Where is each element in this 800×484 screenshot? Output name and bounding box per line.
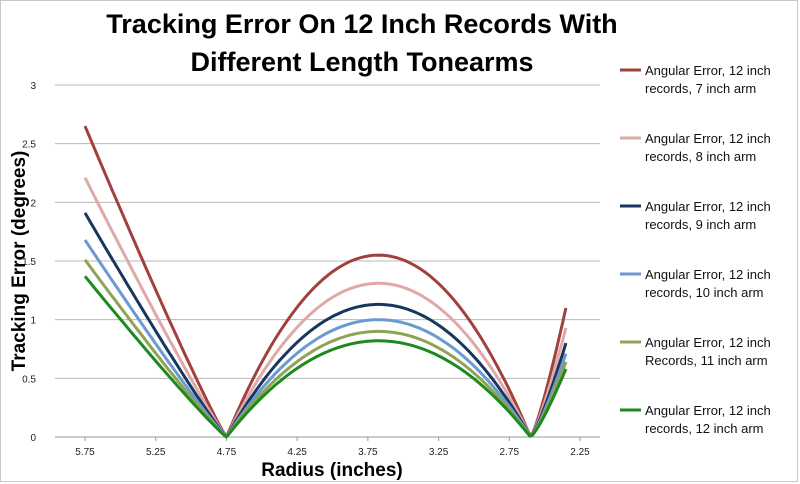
y-tick-label: 2: [30, 198, 36, 209]
y-tick-label: 0: [30, 433, 36, 444]
series-line-1: [83, 125, 568, 439]
x-tick-label: 4.25: [287, 447, 307, 458]
y-tick-label: 0.5: [22, 374, 36, 385]
legend-label-2: records, 8 inch arm: [645, 149, 756, 164]
legend-label-4: records, 10 inch arm: [645, 285, 764, 300]
chart-title-line-2: Different Length Tonearms: [190, 47, 533, 77]
series-line-4: [83, 239, 568, 439]
series-lines: [83, 125, 568, 439]
legend-label-4: Angular Error, 12 inch: [645, 267, 771, 282]
y-tick-label: 3: [30, 81, 36, 92]
series-line-6: [83, 275, 568, 439]
x-tick-label: 2.25: [570, 447, 590, 458]
x-tick-label: 4.75: [217, 447, 237, 458]
legend-label-5: Records, 11 inch arm: [645, 353, 768, 368]
chart-title-line-1: Tracking Error On 12 Inch Records With: [106, 9, 617, 39]
legend-label-1: records, 7 inch arm: [645, 81, 756, 96]
gridlines: [55, 84, 600, 379]
legend-label-2: Angular Error, 12 inch: [645, 131, 771, 146]
legend-label-3: records, 9 inch arm: [645, 217, 756, 232]
x-tick-label: 5.75: [75, 447, 95, 458]
legend: Angular Error, 12 inch records, 7 inch ar…: [620, 63, 771, 436]
x-tick-label: 3.75: [358, 447, 378, 458]
legend-label-1: Angular Error, 12 inch: [645, 63, 771, 78]
x-axis-title: Radius (inches): [261, 460, 402, 481]
y-tick-label: 2.5: [22, 140, 36, 151]
legend-label-6: Angular Error, 12 inch: [645, 403, 771, 418]
series-line-5: [83, 258, 568, 439]
series-line-2: [83, 177, 568, 439]
x-tick-label: 5.25: [146, 447, 166, 458]
y-tick-labels: 0 0.5 1 1.5 2 2.5 3: [22, 81, 36, 444]
x-tick-label: 2.75: [500, 447, 520, 458]
x-tick-label: 3.25: [429, 447, 449, 458]
series-line-3: [83, 212, 568, 439]
legend-label-6: records, 12 inch arm: [645, 421, 764, 436]
x-tick-labels: 5.75 5.25 4.75 4.25 3.75 3.25 2.75 2.25: [75, 437, 590, 458]
y-tick-label: 1.5: [22, 257, 36, 268]
legend-label-5: Angular Error, 12 inch: [645, 335, 771, 350]
y-tick-label: 1: [30, 316, 36, 327]
legend-label-3: Angular Error, 12 inch: [645, 199, 771, 214]
y-axis-title: Tracking Error (degrees): [9, 151, 30, 372]
